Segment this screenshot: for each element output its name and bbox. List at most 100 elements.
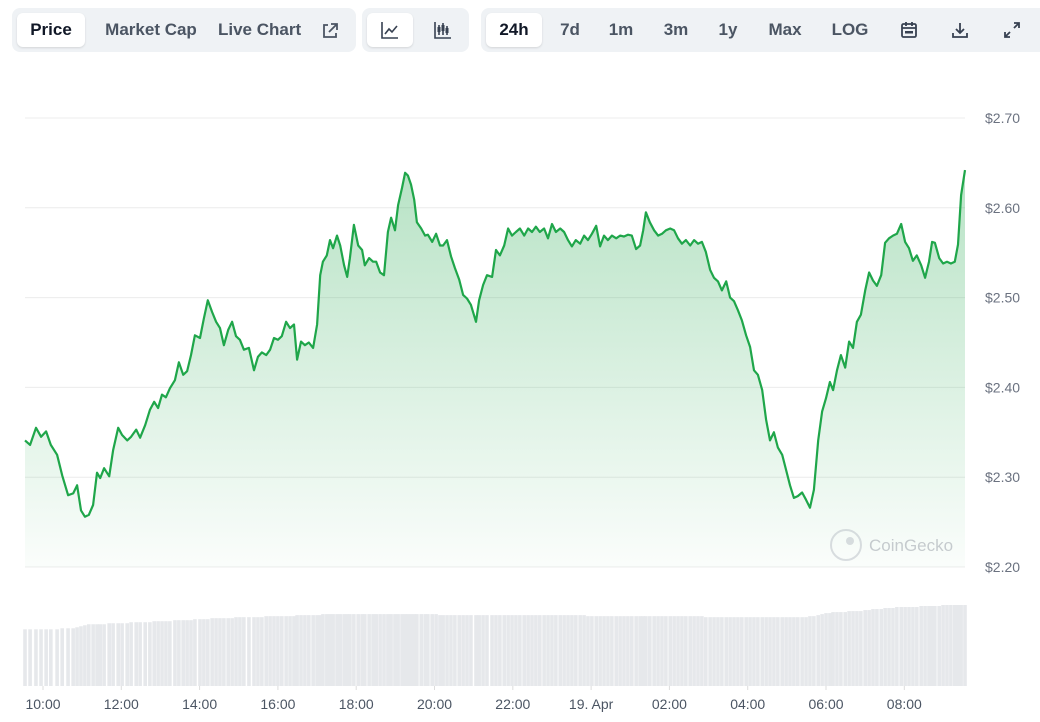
grid: $2.20 $2.30 $2.40 $2.50 $2.60 $2.70 10:00 12:00… [25, 110, 1020, 712]
range-button[interactable]: 3m [663, 20, 689, 39]
volume-bar [419, 614, 424, 686]
y-tick-label: $2.50 [985, 290, 1020, 306]
volume-bar [538, 615, 542, 686]
log-button[interactable]: LOG [831, 20, 869, 39]
download-icon[interactable] [951, 21, 969, 39]
volume-bar [843, 612, 847, 686]
volume-bar [835, 612, 839, 686]
volume-bar [331, 614, 335, 686]
volume-bar [441, 615, 445, 686]
view-group: Price Market Cap Live Chart [12, 8, 356, 52]
volume-bar [915, 607, 919, 686]
y-tick-label: $2.40 [985, 379, 1020, 395]
volume-bar [356, 614, 360, 686]
volume-bar [788, 617, 792, 686]
volume-bar [393, 614, 397, 686]
range-button[interactable]: 24h [486, 13, 542, 47]
range-button[interactable]: 1m [608, 20, 634, 39]
x-tick-label: 04:00 [730, 696, 765, 712]
view-tab[interactable]: Price [17, 13, 85, 47]
range-button[interactable]: 1y [718, 20, 738, 39]
volume-bar [808, 616, 812, 686]
volume-bar [550, 615, 554, 686]
volume-bar [485, 615, 489, 686]
volume-bar [574, 615, 578, 686]
volume-bar [760, 617, 765, 686]
fullscreen-icon[interactable] [1003, 21, 1021, 39]
volume-bar [558, 615, 562, 686]
volume-bar [348, 614, 352, 686]
volume-bar [502, 615, 507, 686]
volume-bar [189, 620, 193, 686]
volume-bar [238, 617, 242, 686]
volume-bar [120, 623, 124, 686]
volume-bar [570, 615, 574, 686]
volume-bar [403, 614, 407, 686]
volume-bar [804, 617, 808, 686]
volume-bar [276, 616, 280, 686]
y-tick-label: $2.70 [985, 110, 1020, 126]
x-tick-label: 18:00 [339, 696, 374, 712]
volume-bar [152, 621, 156, 686]
volume-bar [644, 616, 648, 686]
volume-bar [474, 615, 478, 686]
volume-bar [307, 615, 311, 686]
volume-bar [796, 617, 800, 686]
volume-bar [409, 614, 413, 686]
range-button[interactable]: 7d [560, 20, 580, 39]
x-tick-label: 22:00 [495, 696, 530, 712]
volume-bar [812, 616, 816, 686]
volume-bar [34, 629, 38, 686]
volume-bar [342, 614, 346, 686]
volume-bar [363, 614, 367, 686]
volume-bar [75, 627, 79, 686]
volume-bar [776, 617, 780, 686]
volume-bar [724, 617, 728, 686]
volume-bar [378, 614, 382, 686]
volume-bar [660, 616, 664, 686]
candle-icon [434, 22, 451, 39]
view-tab[interactable]: Market Cap [105, 20, 197, 39]
volume-bar [264, 616, 268, 686]
y-tick-label: $2.20 [985, 559, 1020, 575]
price-area [25, 170, 965, 567]
volume-bar [345, 614, 350, 686]
volume-bar [214, 618, 218, 686]
volume-bar [23, 629, 27, 686]
volume-bar [708, 617, 712, 686]
candle-chart-button[interactable] [420, 13, 466, 47]
line-chart-button[interactable] [367, 13, 413, 47]
volume-bar [895, 607, 899, 686]
volume-bar [79, 626, 83, 686]
range-group: 24h 7d 1m 3m 1y Max LOG [481, 8, 1040, 52]
volume-bar [222, 618, 226, 686]
volume-bar [371, 614, 375, 686]
volume-bar [303, 615, 307, 686]
volume-bar [426, 614, 430, 686]
plot [24, 169, 967, 567]
volume-bar [28, 629, 32, 686]
volume-bar [752, 617, 756, 686]
volume-bar [55, 629, 59, 686]
volume-bar [610, 616, 614, 686]
range-button[interactable]: Max [768, 20, 802, 39]
volume-bar [292, 616, 296, 686]
volume-bar [193, 619, 197, 686]
volume-bar [87, 624, 91, 686]
volume-bar [148, 622, 152, 686]
volume-bar [226, 618, 230, 686]
volume-bar [295, 615, 299, 686]
volume-bar [851, 611, 855, 686]
volume-bar [415, 614, 419, 686]
price-line [24, 169, 967, 518]
x-tick-label: 10:00 [25, 696, 60, 712]
calendar-icon[interactable] [900, 21, 918, 39]
volume-bar [530, 615, 534, 686]
volume-bar [465, 615, 469, 686]
view-tab[interactable]: Live Chart [218, 20, 302, 39]
volume-bars [23, 605, 967, 686]
volume-bar [919, 606, 923, 686]
volume-bar [129, 622, 133, 686]
volume-bar [185, 620, 189, 686]
